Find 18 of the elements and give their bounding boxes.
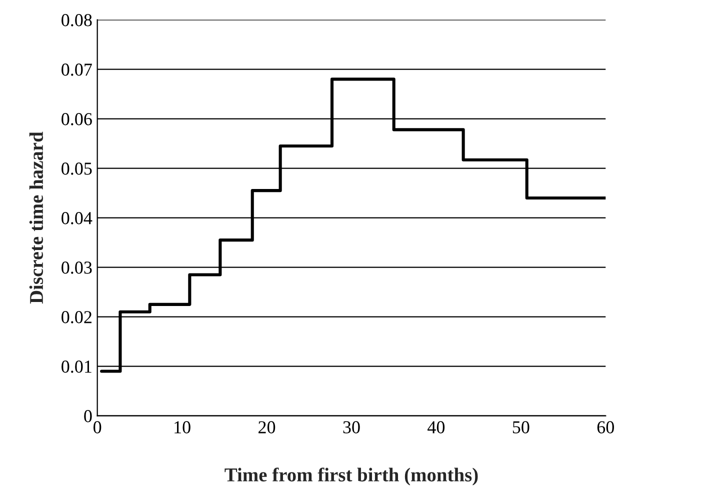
y-tick-label: 0.05 bbox=[62, 162, 92, 175]
y-tick-label: 0.03 bbox=[62, 262, 92, 274]
y-axis-title: Discrete time hazard bbox=[29, 132, 44, 304]
y-tick-label: 0.04 bbox=[62, 212, 92, 224]
x-tick-label: 30 bbox=[343, 421, 360, 434]
y-tick-label: 0.02 bbox=[62, 311, 92, 324]
x-tick-label: 10 bbox=[174, 421, 190, 434]
x-tick-label: 20 bbox=[258, 421, 276, 434]
x-tick-label: 60 bbox=[597, 421, 614, 434]
y-tick-label: 0.07 bbox=[62, 64, 92, 76]
y-tick-label: 0.08 bbox=[62, 14, 92, 26]
y-tick-label: 0 bbox=[84, 410, 92, 422]
x-axis-title: Time from first birth (months) bbox=[224, 468, 478, 486]
x-tick-label: 40 bbox=[428, 421, 445, 434]
x-tick-label: 50 bbox=[512, 421, 530, 434]
x-tick-label: 0 bbox=[94, 421, 102, 434]
y-tick-label: 0.06 bbox=[62, 113, 92, 126]
y-tick-label: 0.01 bbox=[62, 360, 92, 373]
